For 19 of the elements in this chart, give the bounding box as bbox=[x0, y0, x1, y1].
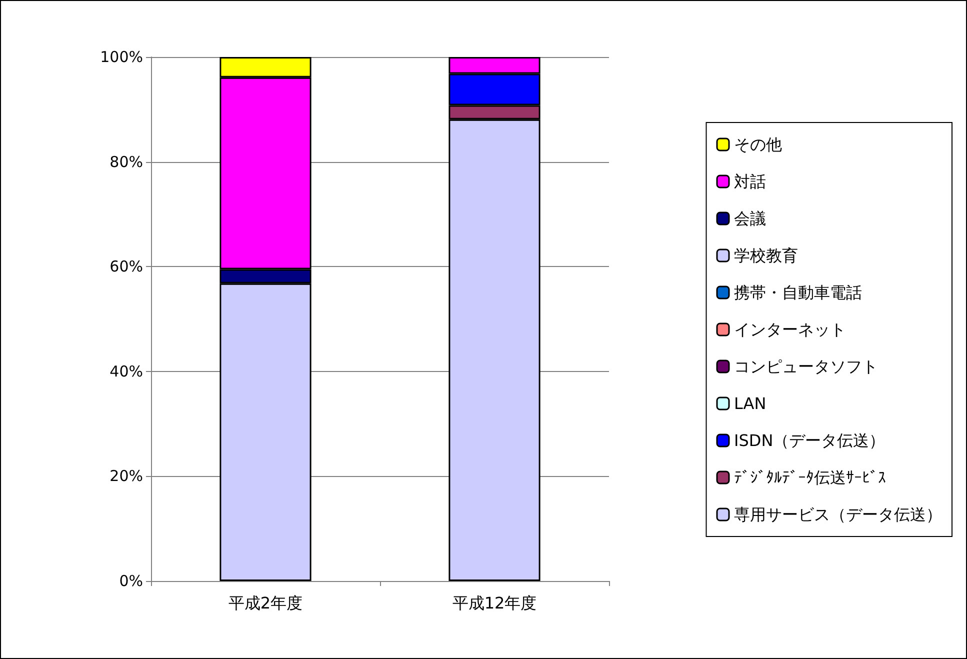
y-tick-label: 100% bbox=[100, 48, 143, 66]
legend-label: LAN bbox=[734, 394, 766, 413]
legend-label: コンピュータソフト bbox=[734, 357, 878, 376]
legend-label: 専用サービス（データ伝送） bbox=[734, 505, 942, 524]
y-tick-label: 80% bbox=[110, 152, 143, 171]
y-tick-label: 20% bbox=[110, 467, 143, 486]
x-tick-label: 平成2年度 bbox=[228, 594, 303, 612]
legend-label: ﾃﾞｼﾞﾀﾙﾃﾞｰﾀ伝送ｻｰﾋﾞｽ bbox=[734, 468, 886, 487]
legend-label: ISDN（データ伝送） bbox=[734, 431, 886, 450]
legend-label: 学校教育 bbox=[734, 246, 798, 265]
legend-label: インターネット bbox=[734, 320, 846, 339]
y-tick-label: 0% bbox=[119, 572, 143, 590]
y-tick-label: 40% bbox=[110, 362, 143, 380]
legend-label: 対話 bbox=[734, 172, 766, 191]
x-tick-label: 平成12年度 bbox=[452, 594, 537, 612]
y-tick-label: 60% bbox=[110, 258, 143, 276]
legend-label: 会議 bbox=[734, 209, 766, 228]
legend-label: 携帯・自動車電話 bbox=[734, 283, 862, 302]
legend-label: その他 bbox=[734, 135, 782, 154]
